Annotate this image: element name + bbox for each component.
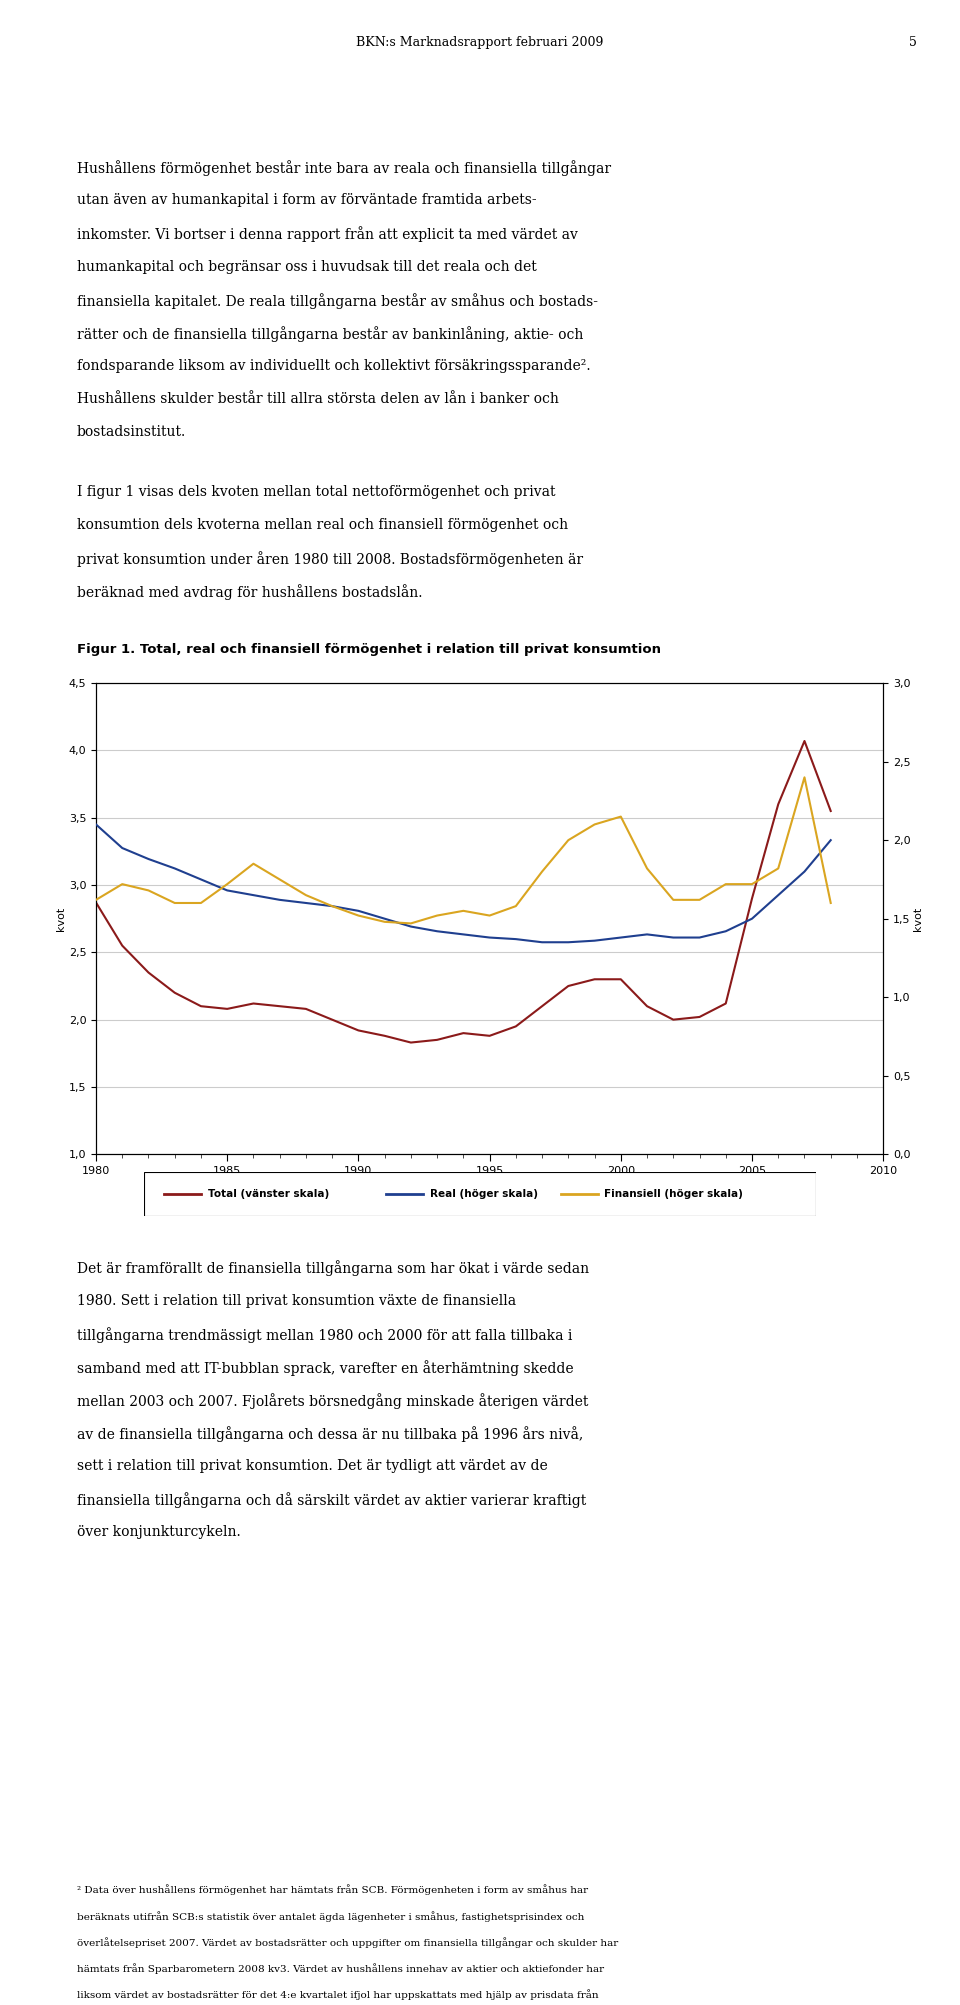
Text: Hushållens skulder består till allra största delen av lån i banker och: Hushållens skulder består till allra stö… xyxy=(77,391,559,405)
Text: överlåtelsepriset 2007. Värdet av bostadsrätter och uppgifter om finansiella til: överlåtelsepriset 2007. Värdet av bostad… xyxy=(77,1937,618,1947)
Text: Hushållens förmögenhet består inte bara av reala och finansiella tillgångar: Hushållens förmögenhet består inte bara … xyxy=(77,160,611,176)
Text: fondsparande liksom av individuellt och kollektivt försäkringssparande².: fondsparande liksom av individuellt och … xyxy=(77,359,590,373)
Text: sett i relation till privat konsumtion. Det är tydligt att värdet av de: sett i relation till privat konsumtion. … xyxy=(77,1460,547,1474)
Text: beräknad med avdrag för hushållens bostadslån.: beräknad med avdrag för hushållens bosta… xyxy=(77,583,422,599)
Text: finansiella kapitalet. De reala tillgångarna består av småhus och bostads-: finansiella kapitalet. De reala tillgång… xyxy=(77,293,598,309)
Text: Finansiell (höger skala): Finansiell (höger skala) xyxy=(605,1189,743,1199)
Text: Det är framförallt de finansiella tillgångarna som har ökat i värde sedan: Det är framförallt de finansiella tillgå… xyxy=(77,1261,588,1277)
Text: Total (vänster skala): Total (vänster skala) xyxy=(207,1189,329,1199)
Text: mellan 2003 och 2007. Fjolårets börsnedgång minskade återigen värdet: mellan 2003 och 2007. Fjolårets börsnedg… xyxy=(77,1393,588,1410)
Y-axis label: kvot: kvot xyxy=(56,906,66,930)
Text: humankapital och begränsar oss i huvudsak till det reala och det: humankapital och begränsar oss i huvudsa… xyxy=(77,259,537,273)
Text: samband med att IT-bubblan sprack, varefter en återhämtning skedde: samband med att IT-bubblan sprack, varef… xyxy=(77,1359,573,1375)
Text: inkomster. Vi bortser i denna rapport från att explicit ta med värdet av: inkomster. Vi bortser i denna rapport fr… xyxy=(77,227,578,243)
Text: konsumtion dels kvoterna mellan real och finansiell förmögenhet och: konsumtion dels kvoterna mellan real och… xyxy=(77,517,568,531)
Y-axis label: kvot: kvot xyxy=(913,906,924,930)
Text: 5: 5 xyxy=(909,36,917,48)
Text: bostadsinstitut.: bostadsinstitut. xyxy=(77,425,186,439)
Text: 1980. Sett i relation till privat konsumtion växte de finansiella: 1980. Sett i relation till privat konsum… xyxy=(77,1293,516,1307)
Text: BKN:s Marknadsrapport februari 2009: BKN:s Marknadsrapport februari 2009 xyxy=(356,36,604,48)
Text: Figur 1. Total, real och finansiell förmögenhet i relation till privat konsumtio: Figur 1. Total, real och finansiell förm… xyxy=(77,644,660,656)
Text: beräknats utifrån SCB:s statistik över antalet ägda lägenheter i småhus, fastigh: beräknats utifrån SCB:s statistik över a… xyxy=(77,1911,585,1921)
Text: finansiella tillgångarna och då särskilt värdet av aktier varierar kraftigt: finansiella tillgångarna och då särskilt… xyxy=(77,1492,586,1508)
Text: hämtats från Sparbarometern 2008 kv3. Värdet av hushållens innehav av aktier och: hämtats från Sparbarometern 2008 kv3. Vä… xyxy=(77,1963,604,1973)
Text: ² Data över hushållens förmögenhet har hämtats från SCB. Förmögenheten i form av: ² Data över hushållens förmögenhet har h… xyxy=(77,1885,588,1895)
Text: I figur 1 visas dels kvoten mellan total nettoförmögenhet och privat: I figur 1 visas dels kvoten mellan total… xyxy=(77,485,555,499)
Text: av de finansiella tillgångarna och dessa är nu tillbaka på 1996 års nivå,: av de finansiella tillgångarna och dessa… xyxy=(77,1426,583,1442)
Text: rätter och de finansiella tillgångarna består av bankinlåning, aktie- och: rätter och de finansiella tillgångarna b… xyxy=(77,325,583,341)
Text: Real (höger skala): Real (höger skala) xyxy=(429,1189,538,1199)
Text: tillgångarna trendmässigt mellan 1980 och 2000 för att falla tillbaka i: tillgångarna trendmässigt mellan 1980 oc… xyxy=(77,1327,572,1343)
Text: utan även av humankapital i form av förväntade framtida arbets-: utan även av humankapital i form av förv… xyxy=(77,194,537,207)
Text: liksom värdet av bostadsrätter för det 4:e kvartalet ifjol har uppskattats med h: liksom värdet av bostadsrätter för det 4… xyxy=(77,1989,598,1999)
Text: privat konsumtion under åren 1980 till 2008. Bostadsförmögenheten är: privat konsumtion under åren 1980 till 2… xyxy=(77,551,583,567)
Text: över konjunkturcykeln.: över konjunkturcykeln. xyxy=(77,1526,241,1540)
